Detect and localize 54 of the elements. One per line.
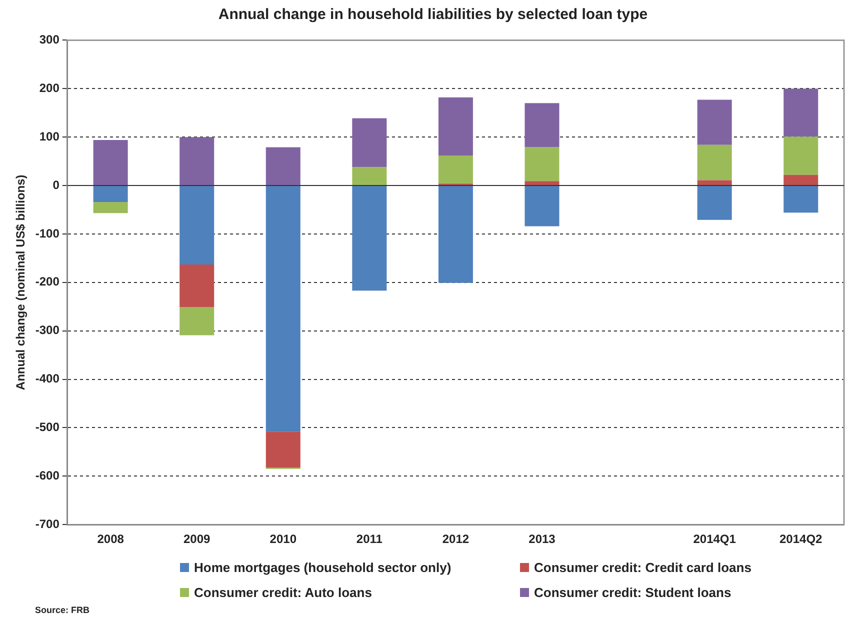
bar bbox=[697, 186, 732, 220]
bar bbox=[438, 155, 473, 184]
bar bbox=[784, 88, 818, 137]
legend-label: Consumer credit: Credit card loans bbox=[533, 560, 752, 575]
y-axis-title: Annual change (nominal US$ billions) bbox=[14, 174, 28, 390]
x-tick-label: 2010 bbox=[270, 532, 297, 546]
bar bbox=[93, 186, 128, 202]
bar bbox=[266, 432, 300, 468]
y-tick-label: -600 bbox=[35, 468, 60, 482]
bar bbox=[352, 118, 387, 168]
y-tick-label: -700 bbox=[35, 516, 60, 531]
x-tick-label: 2012 bbox=[442, 532, 470, 546]
legend-label: Consumer credit: Auto loans bbox=[193, 585, 373, 600]
y-tick-label: -200 bbox=[35, 274, 60, 289]
bar bbox=[266, 147, 300, 186]
bar bbox=[784, 136, 818, 175]
bar bbox=[697, 144, 732, 180]
bar bbox=[266, 186, 300, 432]
y-tick-label: 200 bbox=[39, 80, 60, 95]
y-tick-label: 0 bbox=[52, 178, 60, 192]
y-tick-label: -300 bbox=[35, 323, 60, 338]
bar bbox=[784, 174, 818, 186]
bar bbox=[93, 202, 128, 214]
bar bbox=[180, 186, 214, 264]
source-note: Source: FRB bbox=[35, 605, 90, 615]
x-tick-label: 2014Q1 bbox=[693, 532, 736, 546]
bar bbox=[180, 307, 214, 336]
y-tick-label: -400 bbox=[35, 372, 60, 386]
bar bbox=[697, 100, 732, 145]
bar bbox=[180, 137, 214, 186]
chart-title: Annual change in household liabilities by selected loan type bbox=[217, 6, 649, 23]
y-tick-label: 300 bbox=[39, 32, 60, 47]
bar bbox=[180, 264, 214, 308]
y-tick-label: 100 bbox=[39, 129, 60, 144]
bar bbox=[438, 97, 473, 156]
bar bbox=[524, 181, 560, 186]
legend-label: Home mortgages (household sector only) bbox=[193, 560, 452, 575]
bar bbox=[524, 103, 560, 148]
bar bbox=[524, 186, 560, 226]
y-tick-label: -100 bbox=[35, 226, 60, 240]
bar bbox=[697, 180, 732, 186]
x-tick-label: 2014Q2 bbox=[780, 532, 823, 546]
bar bbox=[352, 186, 387, 291]
bar bbox=[438, 186, 473, 283]
x-tick-label: 2009 bbox=[183, 532, 211, 546]
x-tick-label: 2013 bbox=[528, 532, 556, 546]
x-tick-label: 2008 bbox=[97, 532, 124, 546]
legend-label: Consumer credit: Student loans bbox=[533, 585, 732, 600]
bar bbox=[93, 140, 128, 186]
bar bbox=[524, 147, 560, 182]
x-tick-label: 2011 bbox=[356, 532, 383, 546]
y-tick-label: -500 bbox=[35, 420, 60, 434]
bar bbox=[784, 186, 818, 213]
bar bbox=[352, 167, 387, 186]
